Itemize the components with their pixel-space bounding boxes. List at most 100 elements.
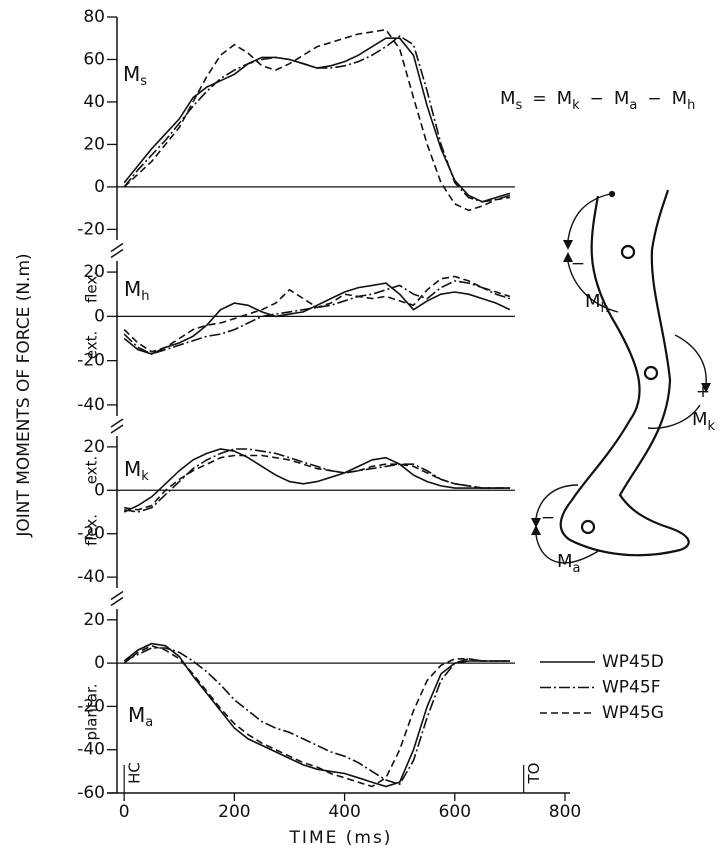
subscript: k <box>141 469 149 484</box>
y-tick-label: -20 <box>77 524 105 544</box>
arrowheads <box>531 240 711 535</box>
y-tick-label: -60 <box>77 783 105 803</box>
symbol: M <box>672 88 688 109</box>
y-tick-label: 40 <box>83 92 105 112</box>
symbol: M <box>124 457 141 481</box>
y-tick-label: 80 <box>83 7 105 27</box>
series-line <box>124 448 510 513</box>
subscript: a <box>629 98 637 113</box>
axis-break <box>110 418 124 428</box>
subscript: h <box>601 301 609 316</box>
subscript: s <box>140 74 147 89</box>
symbol: M <box>124 277 141 301</box>
y-tick-label: -40 <box>77 567 105 587</box>
arrow <box>535 534 601 564</box>
y-tick-label: -40 <box>77 395 105 415</box>
y-tick-label: 20 <box>83 610 105 630</box>
marker <box>608 190 616 198</box>
x-tick-label: 0 <box>119 802 130 822</box>
series-line <box>124 454 510 511</box>
y-tick-label: 0 <box>94 306 105 326</box>
y-tick-label: -20 <box>77 219 105 239</box>
arrow <box>674 334 707 386</box>
subscript: a <box>145 715 153 730</box>
axis-break <box>110 242 124 253</box>
symbol: M <box>692 409 708 430</box>
axis-break <box>110 424 124 434</box>
subscript: h <box>141 289 149 304</box>
panel-label: Mh <box>124 277 150 304</box>
y-tick-label: -40 <box>77 740 105 760</box>
equation-term: Mh <box>672 88 696 113</box>
hip-joint <box>620 244 636 260</box>
arrow <box>647 404 701 429</box>
arrowhead <box>563 240 573 250</box>
arrowhead <box>531 525 541 535</box>
legend-label: WP45D <box>602 652 664 672</box>
axis-break <box>110 596 124 607</box>
series-line <box>123 280 511 355</box>
leg-diagram <box>535 189 707 564</box>
axis-break <box>110 590 124 601</box>
subscript: h <box>687 98 695 113</box>
moment-sign: + <box>696 382 710 402</box>
series-line <box>123 37 511 203</box>
x-tick-label: 200 <box>218 802 250 822</box>
moment-label: Mh <box>585 291 609 316</box>
panel-label: Ms <box>123 62 147 89</box>
x-tick-label: 600 <box>439 802 471 822</box>
leg-outline <box>559 189 690 557</box>
series-line <box>123 28 511 212</box>
knee-joint <box>643 365 659 381</box>
symbol: M <box>585 291 601 312</box>
symbol: M <box>557 551 573 572</box>
moment-label: Mk <box>692 409 716 434</box>
series-line <box>123 282 511 355</box>
y-tick-label: 0 <box>94 653 105 673</box>
equation-term: Mk <box>557 88 581 113</box>
legend-label: WP45F <box>602 678 660 698</box>
symbol: M <box>500 88 516 109</box>
arrowhead <box>563 252 573 262</box>
event-label: HC <box>126 762 144 784</box>
event-label: TO <box>525 763 543 785</box>
y-tick-label: 60 <box>83 49 105 69</box>
arrow <box>567 261 619 313</box>
subscript: s <box>516 98 523 113</box>
y-tick-label: 0 <box>94 177 105 197</box>
series-line <box>123 448 510 513</box>
y-tick-label: -20 <box>77 351 105 371</box>
y-axis-label: JOINT MOMENTS OF FORCE (N.m) <box>14 253 34 537</box>
moment-label: Ma <box>557 551 581 576</box>
y-tick-label: -20 <box>77 696 105 716</box>
side-label: ext. <box>83 331 101 360</box>
moment-sign: − <box>541 508 555 528</box>
series-line <box>123 647 510 786</box>
panel-label: Mk <box>124 457 149 484</box>
arrowhead <box>531 518 541 528</box>
ankle-joint <box>580 519 596 535</box>
x-axis-label: TIME (ms) <box>289 828 393 848</box>
y-tick-label: 20 <box>83 437 105 457</box>
equation-operator: = <box>532 89 546 109</box>
panel-label: Ma <box>128 703 153 730</box>
subscript: a <box>573 561 581 576</box>
symbol: M <box>128 703 145 727</box>
equation-term: Ms <box>500 88 523 113</box>
moment-sign: − <box>571 254 585 274</box>
equation-operator: − <box>647 89 661 109</box>
y-tick-label: 0 <box>94 480 105 500</box>
side-label: flex. <box>83 271 101 303</box>
series-line <box>123 275 511 353</box>
series-line <box>123 35 511 203</box>
y-tick-label: 20 <box>83 262 105 282</box>
y-tick-label: 20 <box>83 134 105 154</box>
symbol: M <box>557 88 573 109</box>
arrow <box>535 484 579 519</box>
arrowhead <box>701 383 711 393</box>
x-tick-label: 400 <box>328 802 360 822</box>
subscript: k <box>708 419 716 434</box>
series-line <box>123 642 510 788</box>
side-label: ext. <box>83 456 101 485</box>
